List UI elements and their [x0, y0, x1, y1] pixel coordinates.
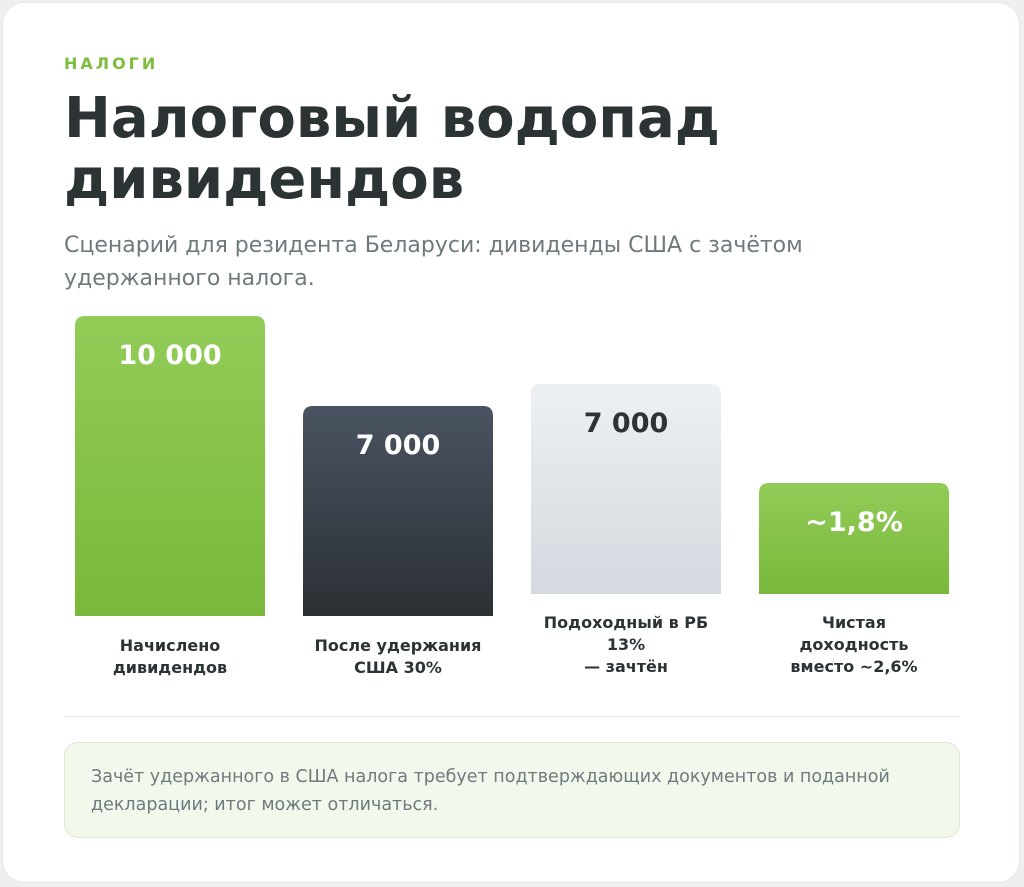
bar-3-category-label: Подоходный в РБ 13% — зачтён [544, 613, 708, 676]
bar-3 [531, 384, 721, 594]
eyebrow-label: НАЛОГИ [64, 54, 159, 73]
bar-1-category-label: Начислено дивидендов [113, 636, 227, 677]
bar-4-category-label: Чистая доходность вместо ~2,6% [790, 613, 917, 676]
divider [64, 716, 960, 717]
page-subtitle: Сценарий для резидента Беларуси: дивиден… [64, 233, 803, 291]
bar-2-category-label: После удержания США 30% [315, 636, 482, 677]
bar-2 [303, 406, 493, 616]
bar-2-value-label: 7 000 [356, 430, 441, 461]
bar-4-value-label: ~1,8% [805, 507, 903, 538]
bar-1-value-label: 10 000 [118, 340, 221, 371]
disclaimer-note: Зачёт удержанного в США налога требует п… [64, 742, 960, 838]
bar-3-value-label: 7 000 [584, 408, 669, 439]
bar-1 [75, 316, 265, 616]
bar-4 [759, 483, 949, 594]
page-title: Налоговый водопад дивидендов [64, 86, 721, 212]
